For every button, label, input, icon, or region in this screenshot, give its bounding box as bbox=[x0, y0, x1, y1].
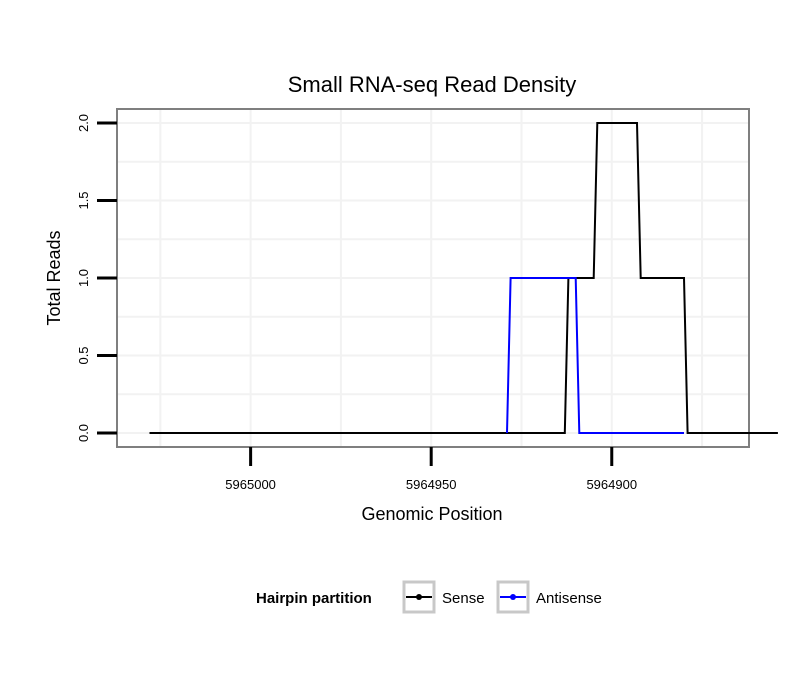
x-axis: 5965000 5964950 5964900 bbox=[225, 447, 637, 492]
legend: Hairpin partition Sense Antisense bbox=[256, 580, 602, 614]
x-tick-label: 5964900 bbox=[586, 477, 637, 492]
y-axis: 0.0 0.5 1.0 1.5 2.0 bbox=[76, 114, 117, 442]
y-tick-label: 0.0 bbox=[76, 424, 91, 442]
y-tick-label: 1.5 bbox=[76, 191, 91, 209]
series-line-antisense bbox=[506, 277, 684, 434]
legend-item-sense: Sense bbox=[402, 580, 485, 614]
x-tick-label: 5965000 bbox=[225, 477, 276, 492]
legend-label-antisense: Antisense bbox=[536, 590, 602, 607]
chart-title: Small RNA-seq Read Density bbox=[288, 72, 577, 97]
x-tick-label: 5964950 bbox=[406, 477, 457, 492]
legend-point-antisense bbox=[510, 594, 516, 600]
y-tick-label: 0.5 bbox=[76, 346, 91, 364]
series-line-sense bbox=[149, 122, 778, 434]
y-axis-title: Total Reads bbox=[44, 230, 64, 325]
legend-title: Hairpin partition bbox=[256, 590, 372, 607]
legend-point-sense bbox=[416, 594, 422, 600]
series-layer bbox=[149, 122, 778, 434]
legend-item-antisense: Antisense bbox=[496, 580, 602, 614]
y-tick-label: 1.0 bbox=[76, 269, 91, 287]
legend-label-sense: Sense bbox=[442, 590, 485, 607]
x-axis-title: Genomic Position bbox=[361, 504, 502, 524]
grid bbox=[117, 109, 749, 447]
y-tick-label: 2.0 bbox=[76, 114, 91, 132]
